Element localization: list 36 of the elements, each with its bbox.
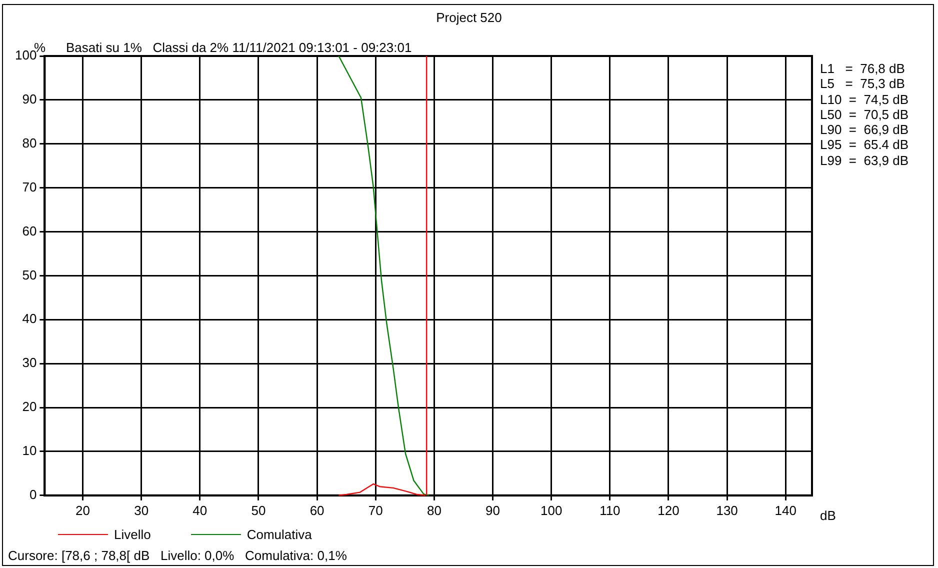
x-tick-label: 30 (134, 502, 149, 518)
x-tick-label: 40 (192, 502, 208, 518)
y-tick-label: 90 (22, 92, 37, 107)
y-tick-label: 30 (22, 355, 37, 370)
x-tick-label: 20 (76, 502, 90, 518)
x-tick-label: 100 (540, 502, 562, 518)
text: L10 = 74,5 dB (820, 92, 909, 107)
text: L95 = 65.4 dB (820, 137, 909, 152)
text: L90 = 66,9 dB (820, 122, 909, 138)
y-tick-label: 40 (22, 311, 37, 326)
y-tick-label: 10 (22, 443, 37, 458)
text: L1 = 76,8 dB (820, 61, 905, 76)
x-tick-label: 90 (486, 502, 500, 518)
x-tick-label: 80 (426, 502, 442, 518)
y-tick-label: 50 (22, 267, 37, 282)
legend-label: Comulativa (246, 527, 312, 542)
x-tick-label: 140 (774, 502, 796, 518)
y-tick-label: 80 (22, 135, 37, 150)
x-tick-label: 110 (600, 502, 620, 518)
y-tick-label: 60 (22, 223, 37, 238)
y-tick-label: 0 (29, 486, 37, 502)
text: Cursore: [78,6 ; 78,8[ dB Livello: 0,0% Comulativa: 0,1% (8, 548, 347, 563)
y-tick-label: 70 (22, 179, 37, 194)
x-tick-label: 50 (251, 502, 266, 518)
text: L5 = 75,3 dB (820, 76, 905, 92)
legend-label: Livello (114, 527, 151, 542)
text: L99 = 63,9 dB (820, 152, 909, 168)
x-tick-label: 120 (658, 502, 680, 518)
chart-subtitle: Basati su 1% Classi da 2% 11/11/2021 09:13:01 - 09:23:01 (66, 40, 412, 55)
x-axis-title: dB (820, 508, 836, 523)
text: L50 = 70,5 dB (820, 106, 909, 122)
x-tick-label: 60 (310, 502, 324, 518)
x-tick-label: 70 (368, 502, 383, 518)
chart-title: Project 520 (435, 10, 503, 25)
y-tick-label: 20 (22, 399, 37, 414)
x-tick-label: 130 (716, 502, 738, 518)
